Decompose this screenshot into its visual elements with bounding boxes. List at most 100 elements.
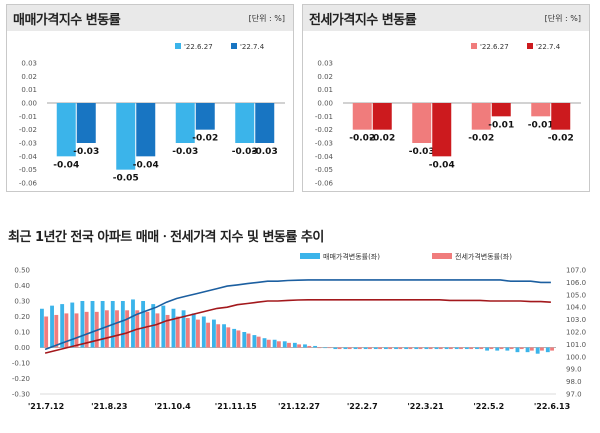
left-axis-tick-label: -0.30	[12, 391, 30, 399]
jeonse-data-label: -0.01	[528, 120, 554, 130]
jeonse-data-label: -0.02	[349, 134, 375, 144]
jeonse-y-tick-label: -0.01	[315, 113, 333, 121]
sale-change-bar	[454, 347, 459, 350]
sale-legend-swatch	[175, 43, 181, 49]
sale-data-label: -0.03	[232, 147, 258, 157]
sale-change-bar	[333, 347, 338, 350]
yearly-trend-chart: 매매가격변동률(좌) 전세가격변동률(좌) 0.50 0.40 0.30 0.20 0.10…	[12, 252, 586, 411]
sale-change-bar	[363, 347, 368, 350]
jeonse-bar	[372, 103, 392, 130]
sale-change-bar	[252, 335, 257, 348]
jeonse-y-tick-label: -0.02	[315, 126, 333, 134]
sale-change-bar	[282, 341, 287, 348]
x-axis-date-label: '22.6.13	[534, 402, 570, 411]
jeonse-change-bar	[307, 345, 312, 348]
left-axis-tick-label: 0.10	[14, 329, 30, 337]
right-axis-tick-label: 101.0	[566, 341, 586, 349]
trend-chart-title: 최근 1년간 전국 아파트 매매ㆍ전세가격 지수 및 변동률 추이	[8, 230, 324, 245]
jeonse-change-bar	[104, 310, 109, 348]
jeonse-change-bar	[64, 313, 69, 348]
jeonse-change-bar	[469, 347, 474, 350]
jeonse-change-bar	[388, 347, 393, 350]
jeonse-change-bar	[185, 318, 190, 348]
jeonse-change-bar-chart: '22.6.27 '22.7.4 0.03 0.02 0.01 0.00 -0.01 -0.0…	[315, 43, 581, 188]
jeonse-index-change-panel: 전세가격지수 변동률 [단위 : %] '22.6.27 '22.7.4 0.03 0…	[302, 4, 590, 192]
sale-change-bar	[272, 339, 277, 348]
sale-change-bar	[212, 319, 216, 348]
jeonse-change-bar	[519, 347, 524, 350]
left-axis-tick-label: 0.50	[14, 267, 30, 275]
jeonse-change-bar	[438, 347, 443, 350]
sale-change-bar	[505, 347, 510, 351]
jeonse-change-bar	[428, 347, 433, 350]
jeonse-change-bar	[84, 311, 89, 348]
right-axis-tick-label: 104.0	[566, 304, 586, 312]
sale-bar	[76, 103, 96, 143]
sale-data-label: -0.04	[53, 160, 79, 170]
jeonse-legend-swatch	[471, 43, 477, 49]
left-axis-tick-label: 0.40	[14, 282, 30, 290]
jeonse-change-bar	[317, 347, 322, 349]
jeonse-change-bar	[297, 344, 302, 348]
sale-change-bar	[313, 345, 318, 348]
jeonse-change-bar	[216, 324, 221, 348]
jeonse-data-label: -0.04	[429, 160, 455, 170]
jeonse-y-tick-label: -0.03	[315, 140, 333, 148]
sale-change-bar	[141, 301, 146, 348]
sale-change-bar	[353, 347, 358, 350]
sale-change-bar	[424, 347, 429, 350]
jeonse-panel-unit: [단위 : %]	[544, 14, 581, 23]
sale-change-bar	[100, 301, 105, 348]
sale-legend-swatch	[231, 43, 237, 49]
sale-change-bar	[50, 305, 54, 348]
jeonse-bar	[491, 103, 511, 117]
jeonse-change-bar	[418, 347, 423, 350]
sale-change-bar	[242, 332, 247, 348]
sale-panel-title: 매매가격지수 변동률	[13, 13, 121, 28]
sale-change-bar	[545, 347, 550, 353]
jeonse-change-bar	[337, 347, 342, 350]
sale-change-bar	[535, 347, 540, 354]
right-axis-tick-label: 98.0	[566, 378, 582, 386]
jeonse-change-bar	[347, 347, 352, 350]
jeonse-change-bar	[499, 347, 504, 350]
jeonse-change-bar	[196, 319, 200, 348]
jeonse-bar	[531, 103, 551, 117]
jeonse-bar	[471, 103, 491, 130]
trend-legend-sale-label: 매매가격변동률(좌)	[323, 252, 380, 261]
jeonse-change-bar	[155, 313, 160, 348]
sale-legend-label: '22.6.27	[184, 43, 213, 51]
right-axis-tick-label: 97.0	[566, 391, 582, 399]
sale-y-tick-label: -0.03	[19, 140, 37, 148]
jeonse-change-bar	[479, 347, 484, 350]
jeonse-data-label: -0.02	[369, 134, 395, 144]
jeonse-legend-label: '22.7.4	[536, 43, 561, 51]
sale-change-bar	[485, 347, 490, 351]
sale-bar	[195, 103, 215, 130]
sale-change-bar	[171, 308, 176, 348]
x-axis-date-label: '21.7.12	[28, 402, 64, 411]
jeonse-change-bar	[54, 314, 59, 348]
jeonse-data-label: -0.02	[468, 134, 494, 144]
jeonse-y-tick-label: 0.03	[317, 60, 333, 68]
jeonse-index-line	[44, 298, 551, 354]
sale-change-bar	[40, 308, 44, 348]
jeonse-y-tick-label: 0.00	[317, 100, 333, 108]
sale-y-tick-label: 0.02	[21, 73, 37, 81]
sale-y-tick-label: -0.05	[19, 166, 37, 174]
sale-change-bar	[60, 304, 65, 348]
left-axis-tick-label: 0.20	[14, 313, 30, 321]
jeonse-change-bar	[550, 347, 554, 351]
sale-bar	[116, 103, 136, 170]
sale-change-bar	[373, 347, 378, 350]
jeonse-change-bar	[246, 333, 251, 348]
sale-change-bar	[394, 347, 398, 350]
sale-change-bar	[292, 342, 297, 348]
right-axis-tick-label: 106.0	[566, 279, 586, 287]
sale-change-bar	[70, 302, 75, 348]
jeonse-data-label: -0.01	[488, 120, 514, 130]
sale-index-change-panel: 매매가격지수 변동률 [단위 : %] '22.6.27 '22.7.4 0.03 0…	[6, 4, 294, 192]
jeonse-change-bar	[408, 347, 413, 350]
sale-change-bar	[434, 347, 439, 350]
sale-data-label: -0.05	[113, 174, 139, 184]
